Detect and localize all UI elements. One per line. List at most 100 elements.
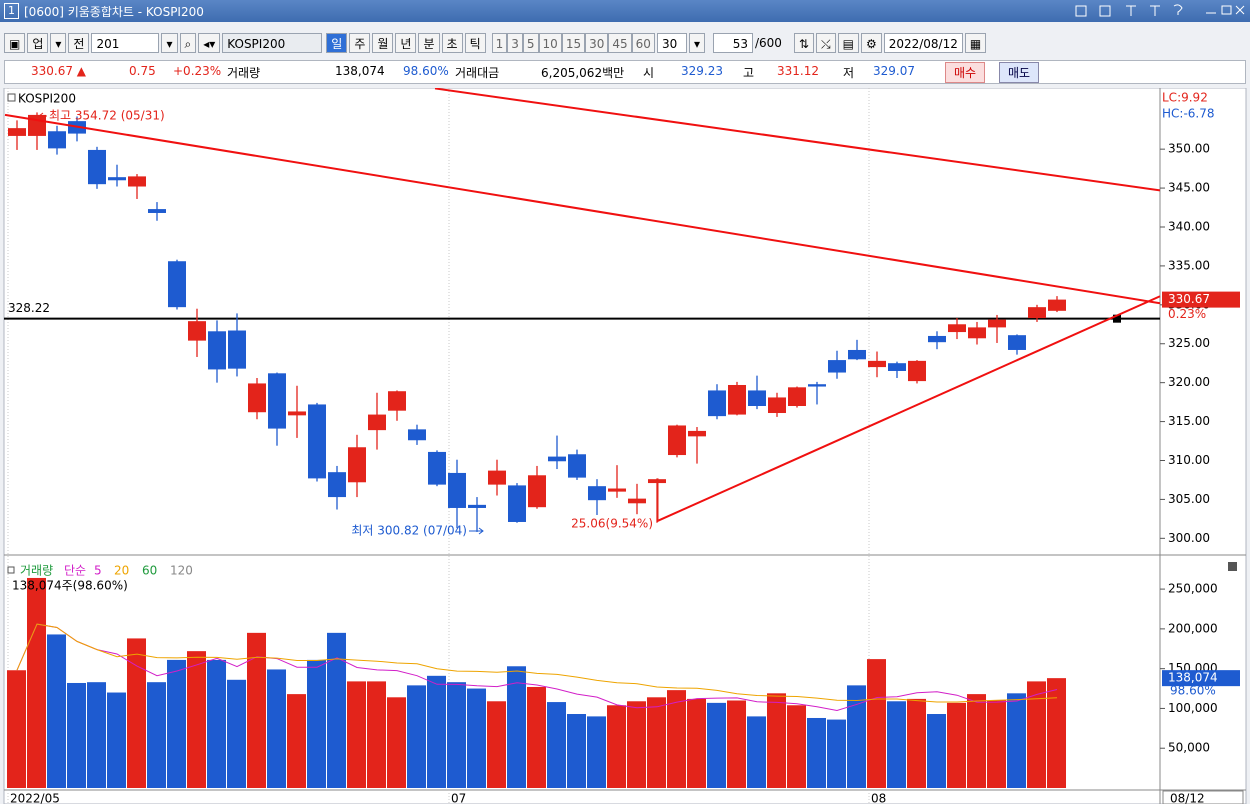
settings-button[interactable]: ⚙	[860, 33, 882, 53]
candle-body	[8, 128, 26, 136]
candle-body	[308, 404, 326, 479]
close[interactable]	[1235, 5, 1245, 15]
y-tick-label: 305.00	[1168, 492, 1210, 506]
candle-body	[368, 414, 386, 431]
interval-button[interactable]: 5	[522, 33, 539, 53]
tool-button[interactable]: ⤯	[815, 33, 836, 53]
legend-entry: 거래량	[20, 564, 53, 578]
hline-label: 328.22	[8, 301, 50, 315]
calendar-button[interactable]: ▦	[964, 33, 987, 53]
candle-body	[908, 360, 926, 382]
pane-title: KOSPI200	[18, 92, 76, 106]
volume-bar	[667, 690, 686, 788]
candle-body	[228, 330, 246, 369]
legend-entry: 단순	[64, 564, 86, 578]
volume: 138,074	[335, 64, 385, 78]
trendline	[656, 295, 1161, 523]
sell-button[interactable]: 매도	[999, 62, 1040, 83]
volume-bar	[67, 682, 86, 788]
candle-body	[888, 363, 906, 371]
candle-body	[848, 349, 866, 360]
candle-body	[268, 373, 286, 429]
icon[interactable]	[1099, 5, 1111, 17]
candle-body	[248, 383, 266, 413]
volume-bar	[947, 702, 966, 788]
y-tick-label: 300.00	[1168, 531, 1210, 545]
search[interactable]: ⌕	[179, 33, 197, 53]
interval-input[interactable]: 30	[656, 33, 687, 53]
period-button[interactable]: 월	[372, 33, 394, 53]
period-button[interactable]: 초	[441, 33, 463, 53]
dropdown[interactable]: ▾	[161, 33, 178, 53]
volume-bar	[707, 702, 726, 788]
candle-body	[328, 472, 346, 498]
volume-bar	[307, 659, 326, 788]
period-button[interactable]: 분	[418, 33, 440, 53]
icon[interactable]	[1075, 5, 1087, 17]
x-tick-label: 08	[871, 792, 886, 804]
volume-bar	[87, 682, 106, 788]
volume-bar	[1047, 678, 1066, 788]
high-annotation: 최고 354.72 (05/31)	[49, 109, 165, 123]
interval-button[interactable]: 60	[631, 33, 655, 53]
date-input[interactable]: 2022/08/12	[883, 33, 963, 53]
dropdown[interactable]: ▾	[688, 33, 705, 53]
candle-body	[168, 261, 186, 308]
candle-body	[1048, 299, 1066, 311]
dropdown[interactable]: ▾	[50, 33, 67, 53]
interval-button[interactable]: 10	[538, 33, 562, 53]
candle-body	[428, 451, 446, 485]
button[interactable]: ▣	[4, 33, 26, 53]
volume-bar	[547, 702, 566, 788]
candle-body	[728, 384, 746, 415]
window-number: 1	[4, 3, 19, 19]
interval-button[interactable]: 30	[585, 33, 609, 53]
candle-body	[588, 486, 606, 501]
y-tick-label: 100,000	[1168, 701, 1218, 715]
legend-entry: 60	[142, 564, 157, 578]
volume-bar	[887, 701, 906, 788]
pane-icon	[1228, 562, 1237, 571]
last-price-box	[1162, 291, 1240, 308]
period-button[interactable]: 틱	[464, 33, 486, 53]
tool-button[interactable]: ⇅	[793, 33, 814, 53]
candle-body	[288, 411, 306, 416]
count-input[interactable]: 53	[712, 33, 753, 53]
period-button[interactable]: 년	[395, 33, 417, 53]
volume-bar	[727, 700, 746, 788]
candle-body	[508, 485, 526, 522]
volume-bar	[287, 694, 306, 788]
interval-button[interactable]: 1	[491, 33, 508, 53]
volume-bar	[807, 717, 826, 788]
x-tick-label: 2022/05	[10, 792, 60, 804]
interval-button[interactable]: 3	[507, 33, 523, 53]
save-button[interactable]: ▤	[837, 33, 859, 53]
market-select[interactable]: 업	[27, 33, 49, 53]
all-button[interactable]: 전	[68, 33, 90, 53]
volume-bar	[147, 682, 166, 788]
candle-body	[988, 319, 1006, 328]
candle-body	[148, 209, 166, 213]
candle-body	[488, 470, 506, 485]
maximize[interactable]	[1221, 5, 1232, 15]
period-button[interactable]: 주	[349, 33, 371, 53]
icon[interactable]	[1126, 5, 1136, 16]
volume-bar	[987, 700, 1006, 788]
candle-body	[468, 504, 486, 508]
buy-button[interactable]: 매수	[945, 62, 986, 83]
amount-label: 거래대금	[455, 66, 500, 80]
button[interactable]: ◂▾	[198, 33, 221, 53]
code-input[interactable]: 201	[91, 33, 160, 53]
icon[interactable]	[1150, 5, 1160, 16]
interval-button[interactable]: 45	[608, 33, 632, 53]
lc-label: LC:9.92	[1162, 91, 1208, 105]
period-button[interactable]: 일	[326, 33, 348, 53]
icon[interactable]	[1173, 4, 1183, 15]
change-pct: +0.23%	[173, 64, 222, 78]
name-field: KOSPI200	[222, 33, 323, 53]
candle-body	[808, 384, 826, 387]
candle-body	[628, 498, 646, 504]
interval-button[interactable]: 15	[561, 33, 586, 53]
volume-bar	[827, 719, 846, 788]
